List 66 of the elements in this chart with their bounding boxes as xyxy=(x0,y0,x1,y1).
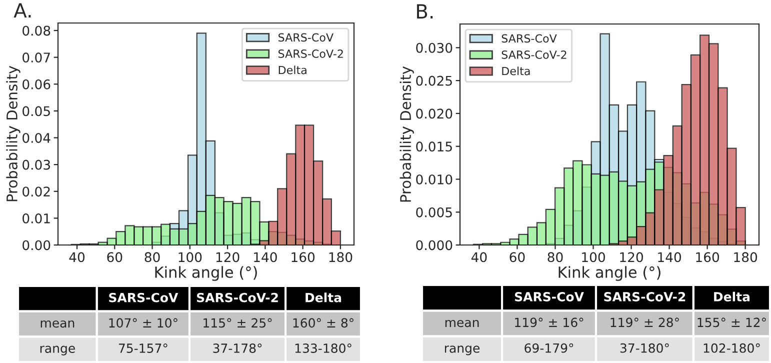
category-label: SARS-CoV xyxy=(109,292,178,302)
chart-title: A. xyxy=(14,3,31,18)
x-tick-label: 100 xyxy=(582,252,605,262)
y-tick-label: 0.04 xyxy=(22,132,50,143)
category-label: mean xyxy=(40,320,74,328)
text: 155° ± 12° xyxy=(698,318,766,328)
x-tick-label: 180 xyxy=(329,252,352,262)
text: 119° ± 16° xyxy=(515,318,584,328)
legend-label: SARS-CoV xyxy=(502,34,557,43)
category-label: range xyxy=(444,346,480,356)
category-label: Delta xyxy=(714,292,750,302)
y-tick-label: 0.030 xyxy=(416,42,452,53)
x-tick-label: 180 xyxy=(734,252,758,262)
category-label: SARS-CoV xyxy=(514,292,584,302)
y-axis-title: Probability Density xyxy=(400,66,414,202)
y-tick-label: 0.06 xyxy=(22,79,50,90)
text: 160° ± 8° xyxy=(293,318,354,328)
x-tick-label: 60 xyxy=(510,252,525,262)
x-tick-label: 80 xyxy=(144,252,160,262)
text: 102-180° xyxy=(704,343,760,353)
y-tick-label: 0.05 xyxy=(22,106,50,116)
x-tick-label: 160 xyxy=(696,252,720,262)
x-tick-label: 140 xyxy=(658,252,681,262)
x-tick-label: 120 xyxy=(216,252,240,262)
y-tick-label: 0.01 xyxy=(22,213,50,224)
category-label: SARS-CoV-2 xyxy=(196,292,278,302)
x-tick-label: 120 xyxy=(620,252,643,262)
text: 119° ± 28° xyxy=(610,318,679,328)
x-tick-label: 140 xyxy=(254,252,277,262)
category-label: Delta xyxy=(306,292,342,302)
x-tick-label: 60 xyxy=(107,252,122,262)
y-tick-label: 0.010 xyxy=(416,174,452,184)
x-axis-title: Kink angle (°) xyxy=(155,266,257,281)
y-tick-label: 0.020 xyxy=(416,108,452,119)
x-tick-label: 80 xyxy=(548,252,563,262)
text: 37-178° xyxy=(213,344,262,353)
chart-title: B. xyxy=(417,4,433,18)
y-tick-label: 0.015 xyxy=(416,142,452,152)
text: 115° ± 25° xyxy=(204,318,272,328)
y-tick-label: 0.02 xyxy=(22,186,50,197)
text: 37-180° xyxy=(620,343,669,353)
category-label: SARS-CoV-2 xyxy=(604,292,686,302)
legend-label: Delta xyxy=(502,66,530,76)
x-tick-label: 40 xyxy=(471,252,487,262)
text: 69-179° xyxy=(524,343,574,353)
category-label: range xyxy=(40,346,75,356)
category-label: mean xyxy=(445,320,479,328)
legend-label: SARS-CoV xyxy=(278,33,334,42)
y-tick-label: 0.005 xyxy=(416,207,452,218)
y-axis-title: Probability Density xyxy=(6,66,20,202)
legend-label: SARS-CoV-2 xyxy=(278,50,343,58)
x-tick-label: 160 xyxy=(292,252,315,262)
legend-label: Delta xyxy=(278,66,306,74)
y-tick-label: 0.07 xyxy=(22,52,50,63)
y-tick-label: 0.03 xyxy=(22,160,50,170)
x-axis-title: Kink angle (°) xyxy=(558,266,660,281)
x-tick-label: 100 xyxy=(178,252,202,262)
legend-label: SARS-CoV-2 xyxy=(502,50,566,59)
y-tick-label: 0.00 xyxy=(22,240,50,250)
text: 107° ± 10° xyxy=(109,318,178,328)
text: 75-157° xyxy=(118,344,168,353)
y-tick-label: 0.025 xyxy=(416,76,452,86)
y-tick-label: 0.000 xyxy=(416,240,452,250)
x-tick-label: 40 xyxy=(69,252,85,262)
y-tick-label: 0.08 xyxy=(22,26,50,36)
text: 133-180° xyxy=(295,344,352,353)
